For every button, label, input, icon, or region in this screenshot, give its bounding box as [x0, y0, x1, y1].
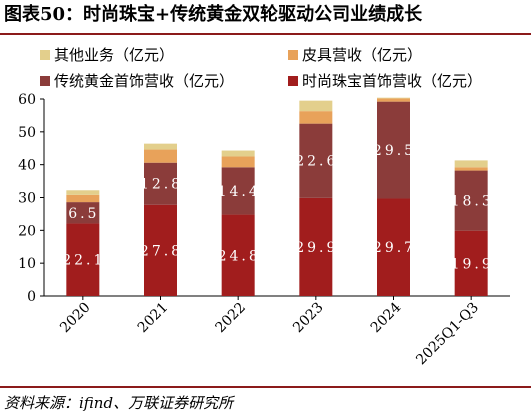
data-label: 18.3 [451, 194, 494, 210]
bar-segment-other [144, 143, 177, 150]
source-divider [0, 386, 531, 388]
legend-item-leather: 皮具营收（亿元） [288, 44, 422, 65]
legend-label-fashion: 时尚珠宝首饰营收（亿元） [302, 72, 483, 90]
legend-item-fashion: 时尚珠宝首饰营收（亿元） [288, 70, 482, 91]
data-label: 19.9 [451, 256, 494, 272]
data-label: 14.4 [218, 184, 261, 200]
bar-segment-gold [299, 123, 333, 198]
bar-segment-other [299, 100, 333, 112]
chart-legend: 其他业务（亿元） 皮具营收（亿元） 传统黄金首饰营收（亿元） 时尚珠宝首饰营收（… [0, 38, 531, 92]
bar-segment-leather [454, 167, 488, 171]
data-label: 12.8 [140, 177, 183, 193]
y-tick-label: 40 [18, 158, 36, 174]
bar-segment-other [221, 150, 255, 157]
data-label: 27.8 [140, 243, 183, 259]
legend-label-other: 其他业务（亿元） [54, 46, 175, 64]
bar-segment-leather [299, 111, 333, 124]
x-tick-label: 2021 [135, 300, 172, 337]
bar-segment-leather [377, 98, 410, 102]
legend-swatch-leather [288, 49, 298, 60]
data-label: 6.5 [68, 206, 99, 222]
x-tick-label: 2024 [368, 299, 405, 336]
bar-segment-fashion [299, 197, 333, 296]
bar-segment-fashion [66, 223, 100, 296]
bar-segment-fashion [377, 198, 410, 296]
bar-segment-gold [377, 101, 410, 199]
legend-label-leather: 皮具营收（亿元） [302, 46, 423, 64]
legend-label-gold: 传统黄金首饰营收（亿元） [54, 72, 235, 90]
bar-segment-leather [66, 194, 100, 203]
source-note: 资料来源：ifind、万联证券研究所 [4, 394, 234, 412]
data-label: 29.9 [295, 240, 338, 256]
y-tick-label: 30 [18, 191, 36, 207]
x-tick-label: 2022 [212, 300, 249, 337]
bar-segment-gold [66, 202, 100, 224]
title-divider [0, 33, 531, 35]
y-tick-label: 20 [18, 223, 36, 239]
bar-segment-fashion [144, 204, 177, 296]
legend-item-gold: 传统黄金首饰营收（亿元） [40, 70, 234, 91]
bar-segment-fashion [454, 230, 488, 296]
data-label: 29.7 [373, 240, 416, 256]
bar-segment-other [66, 190, 100, 195]
x-tick-label: 2025Q1-Q3 [413, 300, 482, 369]
data-label: 29.5 [373, 143, 416, 159]
bar-segment-gold [221, 167, 255, 215]
data-label: 24.8 [218, 248, 261, 264]
x-tick-label: 2020 [57, 300, 94, 337]
bar-segment-other [454, 160, 488, 168]
legend-swatch-other [40, 49, 50, 60]
bar-segment-leather [144, 149, 177, 163]
bar-segment-gold [144, 162, 177, 205]
y-tick-label: 0 [27, 289, 36, 305]
legend-swatch-gold [40, 75, 50, 86]
y-tick-label: 60 [18, 92, 36, 108]
data-label: 22.6 [295, 154, 338, 170]
y-tick-label: 50 [18, 125, 36, 141]
legend-item-other: 其他业务（亿元） [40, 44, 174, 65]
chart-title: 图表50：时尚珠宝+传统黄金双轮驱动公司业绩成长 [4, 4, 423, 25]
legend-swatch-fashion [288, 75, 298, 86]
bar-segment-other [377, 97, 410, 99]
bar-segment-leather [221, 156, 255, 168]
bar-segment-fashion [221, 214, 255, 296]
data-label: 22.1 [62, 253, 105, 269]
y-tick-label: 10 [18, 256, 36, 272]
bar-segment-gold [454, 170, 488, 231]
x-tick-label: 2023 [290, 300, 327, 337]
